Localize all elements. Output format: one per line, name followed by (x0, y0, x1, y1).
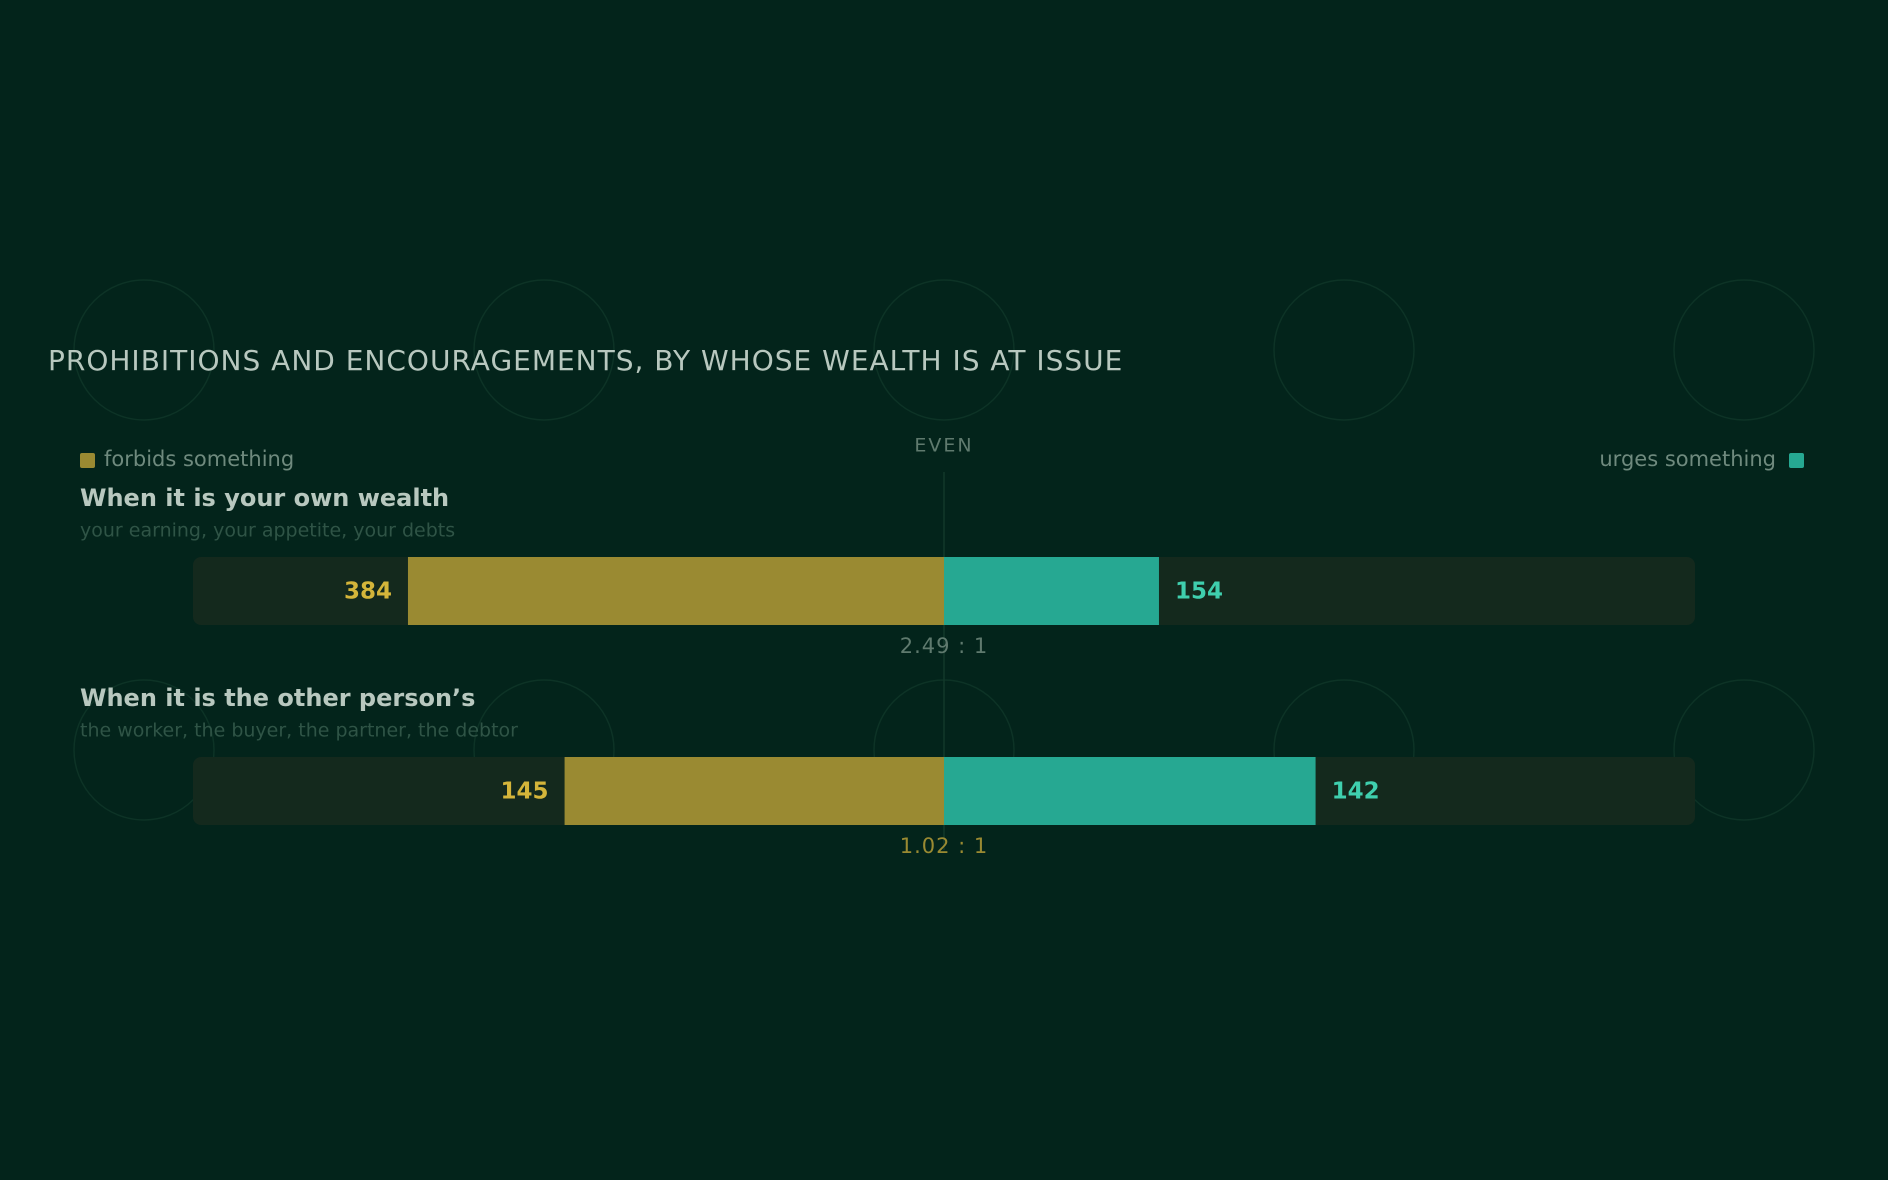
legend-label: urges something (1599, 447, 1776, 471)
legend-swatch (80, 453, 95, 468)
value-label: 142 (1332, 779, 1380, 805)
value-label: 145 (501, 779, 549, 805)
value-label: 154 (1175, 579, 1223, 605)
legend-label: forbids something (104, 447, 294, 471)
row-subtitle: the worker, the buyer, the partner, the … (80, 720, 518, 742)
bar (407, 557, 945, 625)
row-title: When it is the other person’s (80, 684, 475, 712)
bar (944, 757, 1316, 825)
row-title: When it is your own wealth (80, 484, 449, 512)
ratio-label: 2.49 : 1 (900, 634, 989, 658)
ratio-label: 1.02 : 1 (900, 834, 989, 858)
legend-swatch (1789, 453, 1804, 468)
bar (944, 557, 1159, 625)
bar (564, 757, 944, 825)
row-subtitle: your earning, your appetite, your debts (80, 520, 455, 542)
center-label: EVEN (914, 435, 973, 457)
chart-title: PROHIBITIONS AND ENCOURAGEMENTS, BY WHOS… (48, 344, 1123, 377)
value-label: 384 (344, 579, 392, 605)
